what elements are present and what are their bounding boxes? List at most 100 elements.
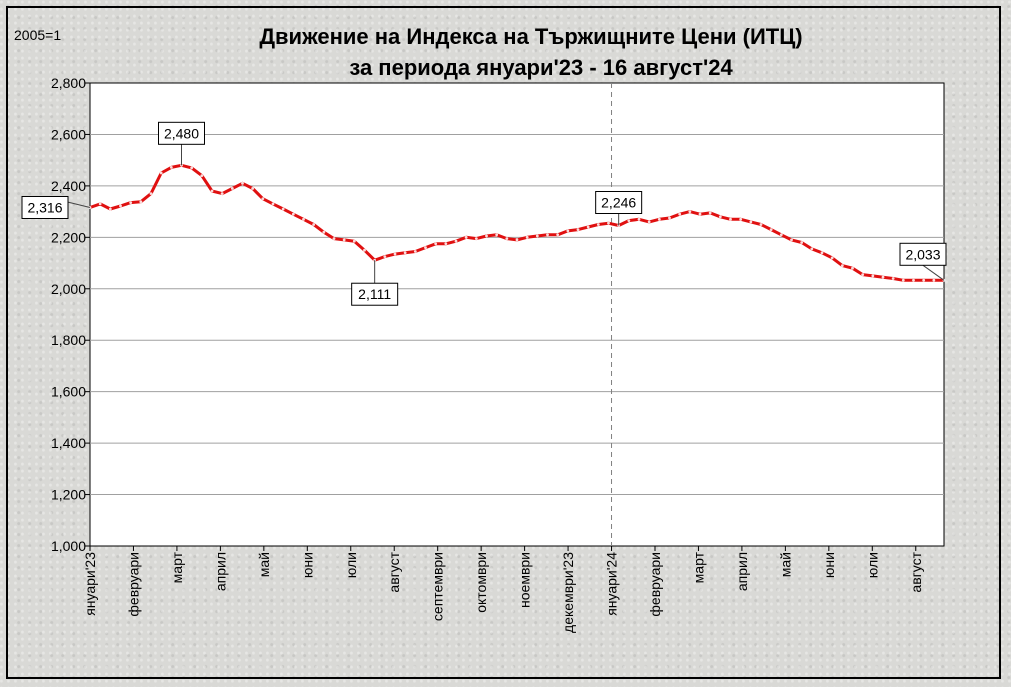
series-point xyxy=(830,256,834,260)
series-point xyxy=(98,202,102,206)
callout-label: 2,316 xyxy=(27,199,62,215)
series-point xyxy=(251,187,255,190)
x-tick-label: февруари xyxy=(125,552,141,617)
series-point xyxy=(851,266,854,270)
y-tick-label: 1,600 xyxy=(51,384,86,400)
y-tick-label: 2,800 xyxy=(51,75,86,91)
series-point xyxy=(617,224,621,227)
series-point xyxy=(790,238,793,242)
x-tick-label: януари'24 xyxy=(604,552,620,616)
series-point xyxy=(535,234,539,238)
series-point xyxy=(180,163,183,167)
series-point xyxy=(607,221,610,225)
callout-box xyxy=(21,195,69,219)
series-point xyxy=(393,252,397,256)
chart-frame xyxy=(6,6,1001,679)
y-tick-label: 2,000 xyxy=(51,281,86,297)
series-point xyxy=(810,247,814,251)
series-point xyxy=(586,225,590,229)
series-point xyxy=(546,233,549,237)
series-point xyxy=(322,230,326,234)
x-tick-label: април xyxy=(734,552,750,591)
x-tick-label: август xyxy=(386,551,402,592)
series-point xyxy=(281,207,285,211)
series-point xyxy=(505,237,509,241)
x-tick-label: март xyxy=(690,551,706,583)
callout-box xyxy=(899,242,947,266)
series-point xyxy=(88,206,92,209)
series-point xyxy=(190,166,194,170)
series-point xyxy=(871,274,875,278)
callout-label: 2,111 xyxy=(358,286,391,302)
series-point xyxy=(749,220,753,224)
series-point xyxy=(210,189,214,193)
callout-box xyxy=(595,191,643,215)
series-point xyxy=(800,241,804,244)
x-tick-label: юни xyxy=(299,552,315,578)
series-point xyxy=(912,278,915,282)
y-tick-label: 1,400 xyxy=(51,435,86,451)
series-point xyxy=(271,202,275,206)
series-point xyxy=(342,238,346,242)
series-point xyxy=(108,207,112,211)
series-point xyxy=(454,239,458,243)
callout-label: 2,246 xyxy=(601,195,636,211)
value-callouts: 2,316 2,480 2,111 2,246 2,033 xyxy=(21,121,947,306)
x-tick-label: август xyxy=(908,551,924,592)
y-tick-label: 1,200 xyxy=(51,487,86,503)
series-point xyxy=(129,201,133,205)
series-point xyxy=(698,212,702,216)
x-tick-label: юли xyxy=(864,552,880,578)
series-point xyxy=(464,235,468,239)
x-tick-label: март xyxy=(169,551,185,583)
y-tick-label: 1,000 xyxy=(51,538,86,554)
series-point xyxy=(678,212,682,216)
series-point xyxy=(779,233,783,237)
series-point xyxy=(759,223,763,226)
series-point xyxy=(302,217,305,221)
series-point xyxy=(363,248,366,252)
series-point xyxy=(922,278,926,282)
series-point xyxy=(647,220,651,224)
x-tick-label: април xyxy=(212,552,228,591)
series-point xyxy=(434,242,438,246)
series-point xyxy=(556,233,560,237)
series-point xyxy=(169,165,173,169)
y-tick-label: 2,200 xyxy=(51,229,86,245)
series-point xyxy=(820,251,824,255)
x-tick-label: декември'23 xyxy=(560,552,576,633)
x-tick-label: октомври xyxy=(473,552,489,613)
series-point xyxy=(261,197,265,201)
x-tick-label: юли xyxy=(343,552,359,578)
series-point xyxy=(708,211,712,215)
callout-label: 2,480 xyxy=(164,125,199,141)
unit-label: 2005=1 xyxy=(14,27,61,43)
series-point xyxy=(312,223,316,226)
x-tick-label: май xyxy=(256,552,272,577)
series-point xyxy=(424,246,427,250)
series-point xyxy=(932,278,936,282)
series-point xyxy=(891,277,895,280)
chart-title-line2: за периода януари'23 - 16 август'24 xyxy=(349,55,733,80)
plot-area xyxy=(89,82,945,547)
series-point xyxy=(881,275,885,279)
series-point xyxy=(444,242,448,246)
series-point xyxy=(901,278,905,282)
series-point xyxy=(861,273,865,277)
series-point xyxy=(576,228,580,232)
series-point xyxy=(352,239,356,243)
callout-box xyxy=(351,282,399,306)
chart-title-line1: Движение на Индекса на Тържищните Цени (… xyxy=(259,24,802,49)
gridlines xyxy=(90,83,944,546)
series-point xyxy=(200,174,204,178)
x-tick-label: ноември xyxy=(517,552,533,608)
x-tick-label: септември xyxy=(430,552,446,621)
series-point xyxy=(566,229,570,233)
series-point xyxy=(627,219,631,223)
series-point xyxy=(688,210,692,214)
x-axis-ticks: януари'23 февруари март април май юни юли авгус… xyxy=(82,546,924,633)
x-tick-label: юни xyxy=(821,552,837,578)
series-point xyxy=(739,217,743,221)
y-tick-label: 2,600 xyxy=(51,126,86,142)
callout-box xyxy=(158,121,205,145)
